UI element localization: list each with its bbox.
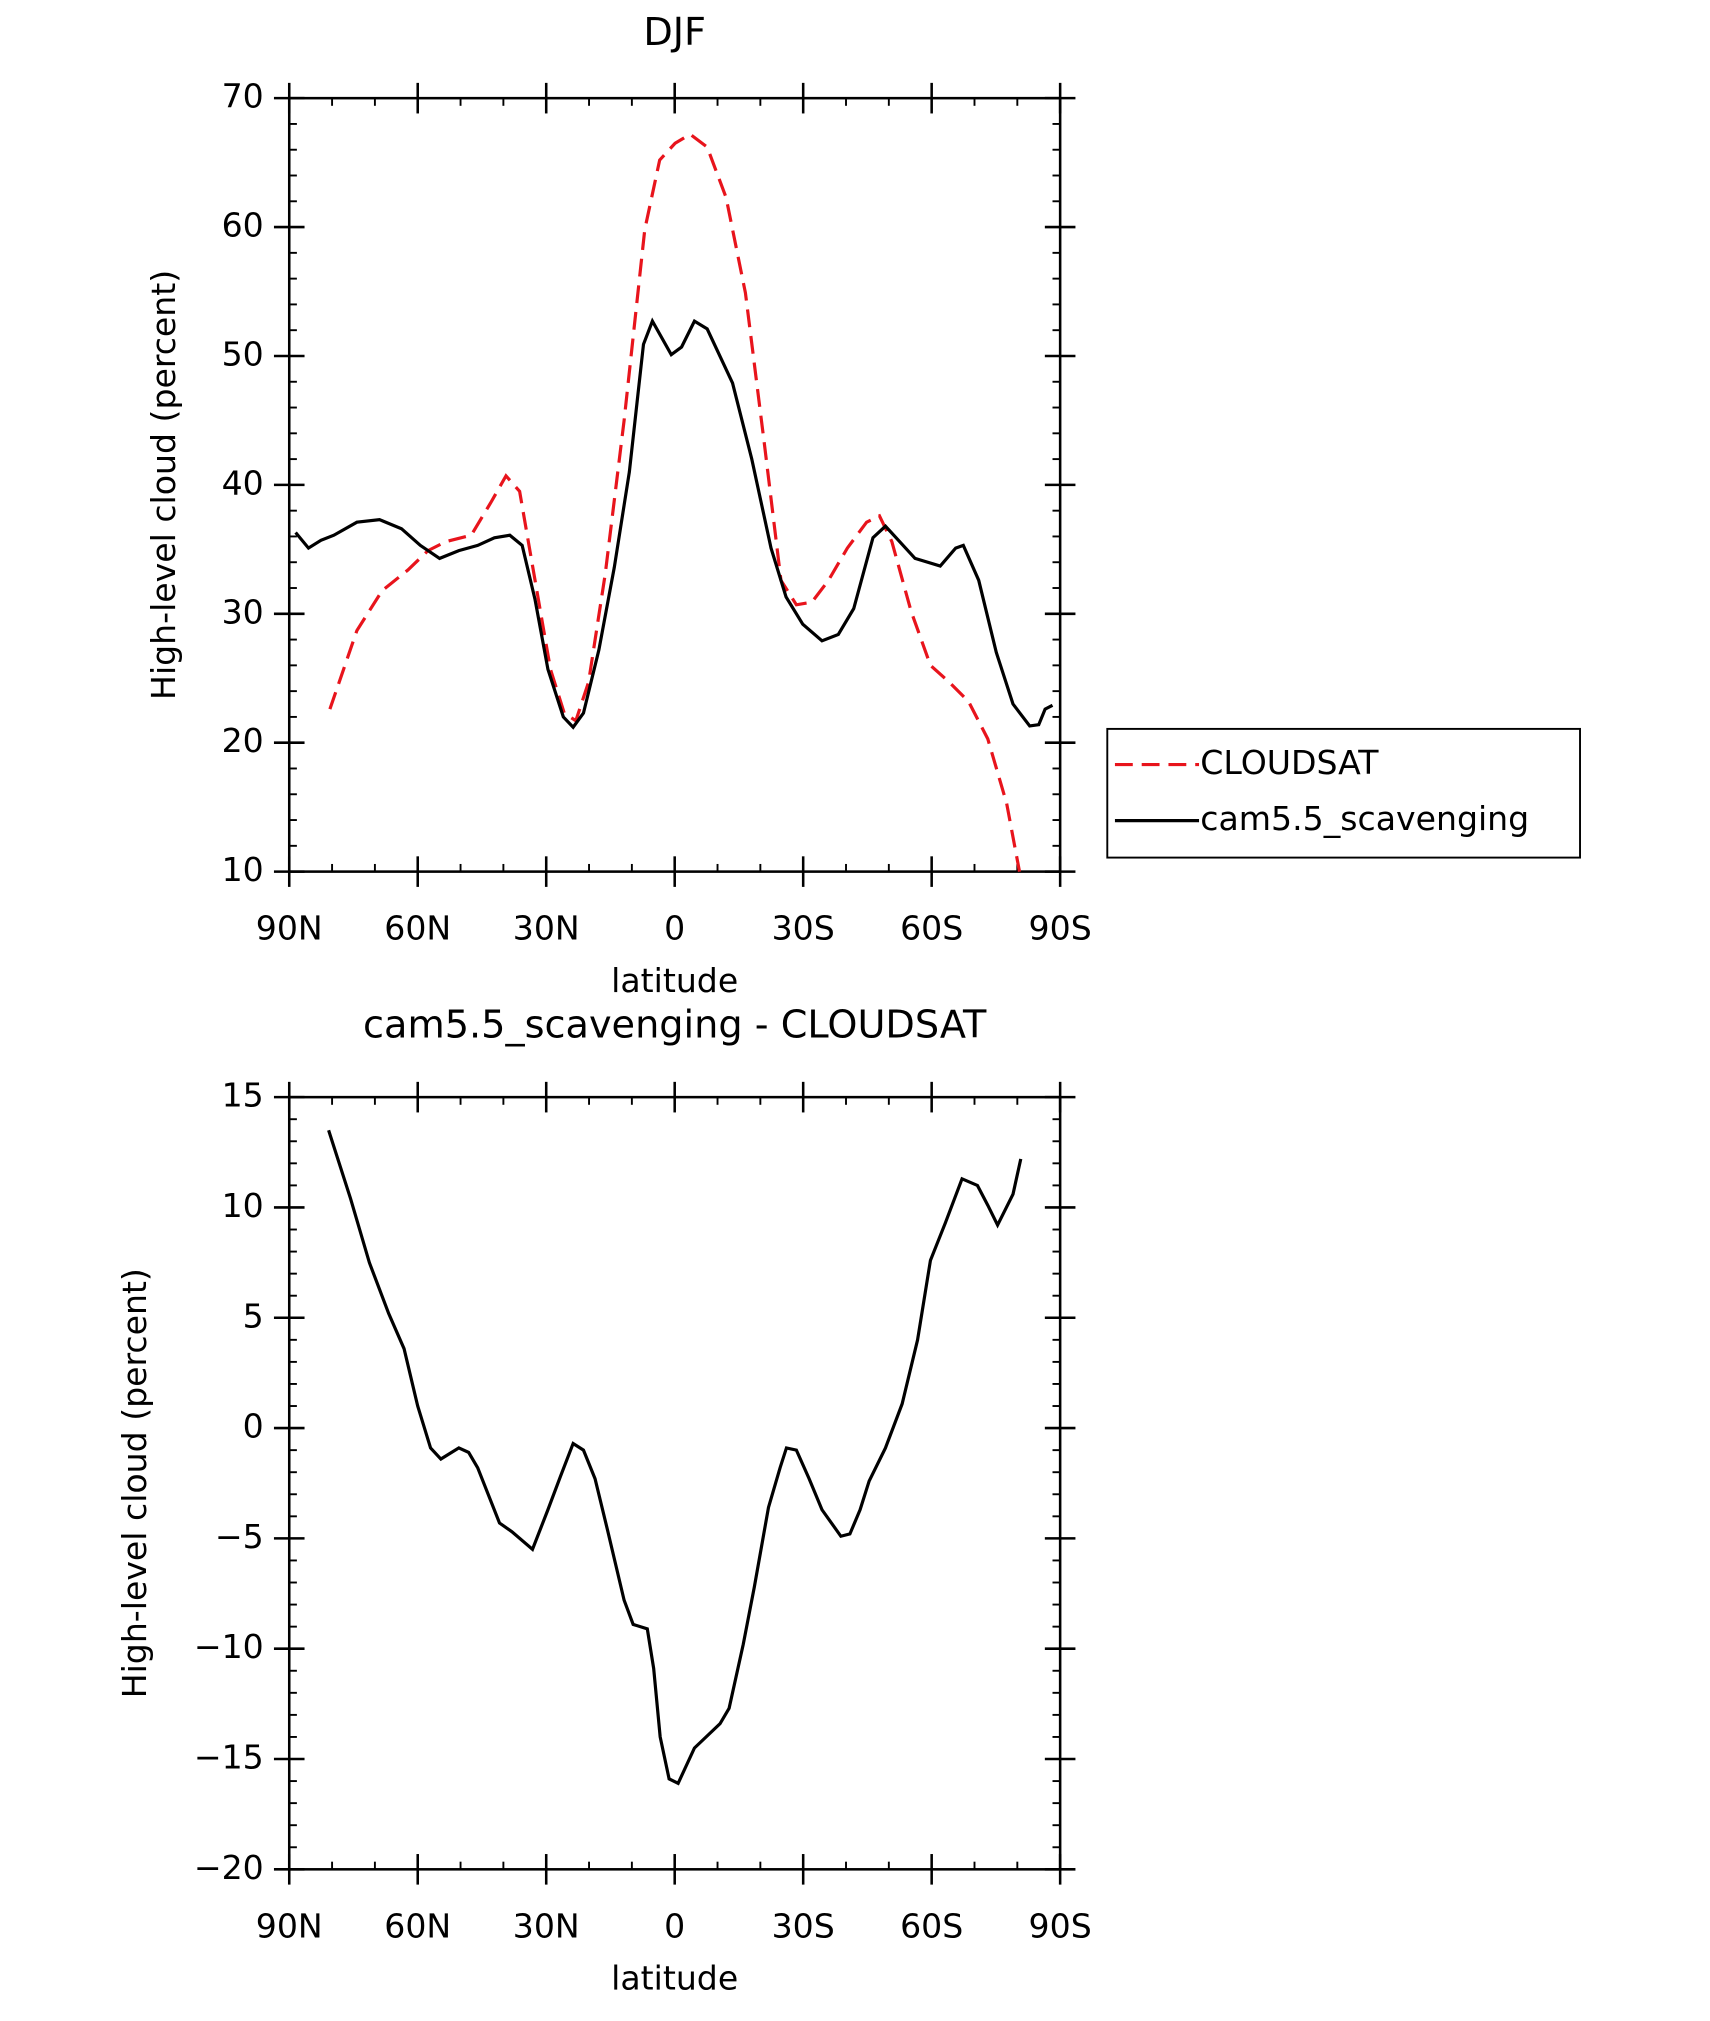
x-tick-label: 90S (1029, 909, 1092, 948)
x-tick-label: 0 (664, 909, 685, 948)
x-tick-label: 90S (1029, 1906, 1092, 1945)
y-tick-label: 10 (222, 1186, 264, 1225)
y-tick-label: 15 (222, 1076, 264, 1115)
y-tick-label: 40 (222, 463, 264, 502)
x-tick-label: 60S (900, 1906, 963, 1945)
data-line (328, 132, 1022, 872)
data-line (327, 1129, 1023, 1786)
y-tick-label: 20 (222, 721, 264, 760)
x-tick-label: 30N (513, 909, 580, 948)
x-axis-label: latitude (611, 1959, 738, 1998)
y-tick-label: 5 (243, 1296, 264, 1335)
chart-title: cam5.5_scavenging - CLOUDSAT (363, 1004, 987, 1048)
y-tick-label: 50 (222, 334, 264, 373)
y-tick-label: 30 (222, 592, 264, 631)
y-tick-label: −15 (194, 1738, 264, 1777)
y-tick-label: 60 (222, 206, 264, 245)
y-tick-label: −20 (194, 1848, 264, 1887)
y-axis-label: High-level cloud (percent) (144, 270, 183, 700)
y-tick-label: −10 (194, 1627, 264, 1666)
data-line (294, 317, 1054, 730)
y-axis-label: High-level cloud (percent) (115, 1268, 154, 1698)
y-tick-label: 0 (243, 1407, 264, 1446)
plot-frame (287, 1095, 1062, 1871)
x-tick-label: 60N (384, 1906, 451, 1945)
y-tick-label: 10 (222, 850, 264, 889)
legend-label: CLOUDSAT (1200, 743, 1379, 782)
x-tick-label: 30S (772, 909, 835, 948)
x-tick-label: 90N (256, 1906, 323, 1945)
x-tick-label: 90N (256, 909, 323, 948)
x-axis-label: latitude (611, 961, 738, 1000)
x-tick-label: 60S (900, 909, 963, 948)
x-tick-label: 60N (384, 909, 451, 948)
plot-frame (287, 96, 1062, 873)
legend-label: cam5.5_scavenging (1200, 799, 1529, 838)
chart-title: DJF (643, 11, 706, 55)
y-tick-label: 70 (222, 77, 264, 116)
y-tick-label: −5 (215, 1517, 264, 1556)
x-tick-label: 30S (772, 1906, 835, 1945)
legend-box (1106, 727, 1581, 859)
x-tick-label: 0 (664, 1906, 685, 1945)
x-tick-label: 30N (513, 1906, 580, 1945)
